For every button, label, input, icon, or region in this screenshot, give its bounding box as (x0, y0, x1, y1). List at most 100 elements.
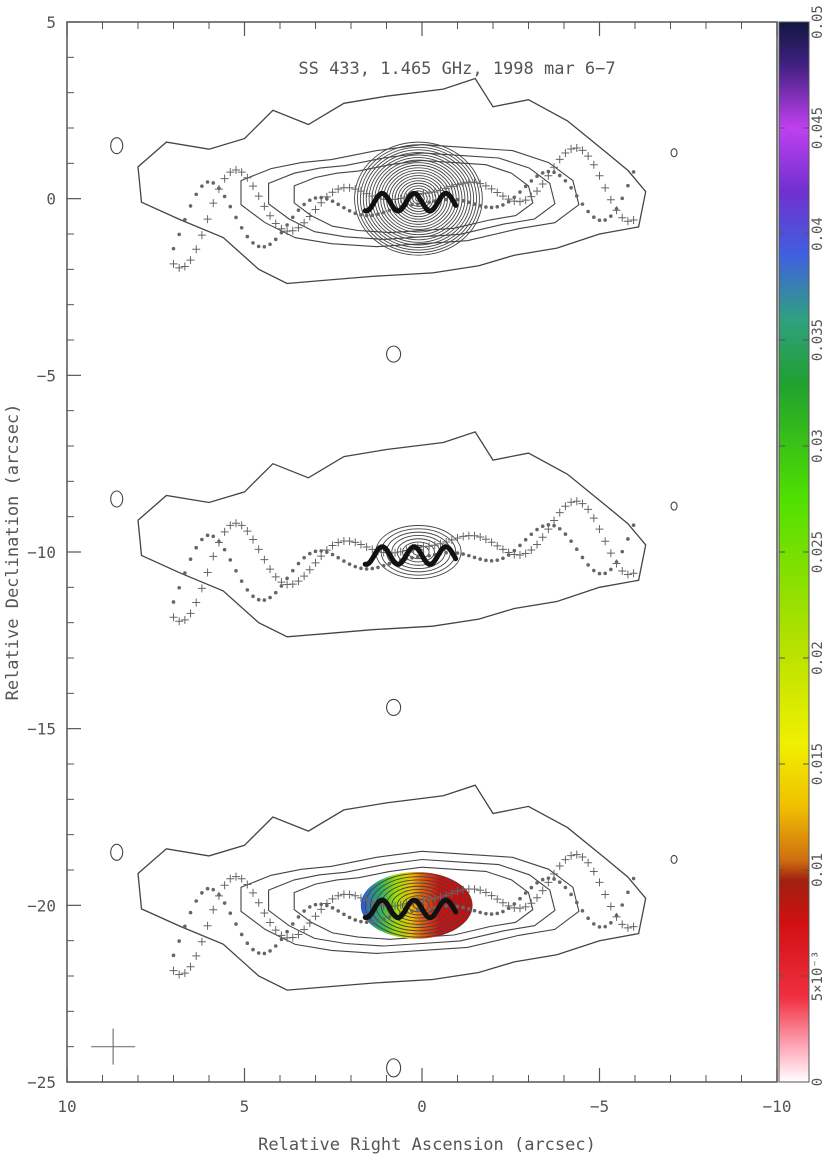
model-cross (311, 912, 320, 921)
model-dot (256, 244, 261, 249)
core-contour (364, 873, 473, 938)
model-dot (251, 241, 255, 245)
model-dot (268, 242, 272, 247)
model-cross (220, 881, 229, 890)
x-axis-title: Relative Right Ascension (arcsec) (258, 1135, 596, 1155)
model-dot (580, 555, 585, 560)
model-dot (415, 555, 420, 560)
model-dot (467, 553, 471, 558)
model-dot (308, 905, 312, 909)
model-cross (391, 195, 400, 204)
model-dot (569, 892, 573, 897)
panel-bottom (110, 784, 678, 991)
model-cross (555, 508, 564, 517)
model-dot (580, 202, 585, 206)
model-dot (234, 922, 238, 926)
model-dot (381, 210, 386, 215)
model-cross (243, 527, 252, 536)
model-cross (351, 538, 360, 547)
panel-middle (110, 431, 678, 638)
model-dot (347, 915, 352, 920)
model-dot (319, 549, 323, 553)
model-cross (254, 545, 263, 554)
model-cross (345, 183, 354, 192)
model-dot (529, 885, 534, 890)
model-dot (268, 949, 272, 953)
model-cross (334, 891, 343, 900)
model-dot (364, 920, 369, 925)
model-cross (629, 215, 638, 224)
model-dot (279, 584, 284, 588)
model-dot (427, 200, 431, 205)
model-dot (211, 887, 216, 892)
model-cross (317, 552, 326, 561)
model-dot (609, 567, 613, 572)
model-cross (476, 179, 485, 188)
colorbar-tick-label: 0.02 (810, 641, 826, 675)
model-cross (623, 923, 632, 932)
model-dot (523, 184, 528, 189)
model-dot (370, 920, 375, 924)
model-dot (342, 559, 346, 563)
isolated-contour (386, 345, 402, 363)
model-cross (288, 226, 297, 235)
isolated-contour (670, 148, 678, 158)
model-cross (623, 217, 632, 226)
model-dot (512, 195, 517, 200)
model-dot (506, 906, 511, 911)
model-dot (506, 199, 511, 204)
model-dot (592, 215, 596, 220)
model-dot (518, 190, 522, 194)
model-cross (226, 521, 235, 530)
model-dot (330, 906, 335, 910)
inner-contour (293, 159, 534, 234)
beam-marker (91, 1028, 136, 1065)
model-dot (387, 561, 392, 566)
model-cross (186, 256, 195, 265)
model-dot (183, 924, 187, 929)
model-cross (601, 537, 610, 546)
model-cross (334, 185, 343, 194)
model-cross (578, 499, 587, 508)
core-contour (365, 151, 472, 246)
model-cross (328, 894, 337, 903)
model-dot (205, 533, 210, 538)
model-dot (245, 941, 250, 946)
model-dot (171, 600, 176, 604)
model-cross (220, 527, 229, 536)
model-cross (447, 889, 456, 898)
model-cross (288, 933, 297, 942)
model-cross (538, 533, 547, 542)
model-cross (260, 909, 269, 918)
model-cross (226, 874, 235, 883)
model-cross (527, 545, 536, 554)
model-cross (362, 896, 371, 905)
model-dot (290, 215, 295, 220)
model-cross (425, 188, 434, 197)
model-cross (618, 920, 627, 929)
model-dot (194, 899, 199, 903)
model-dot (285, 929, 289, 934)
colorbar: 0 5×10⁻³ 0.01 0.015 0.02 0.025 0.03 0.035 0.04 0.… (778, 5, 826, 1086)
model-cross (356, 540, 365, 549)
isolated-contour (386, 1058, 402, 1078)
model-dot (268, 595, 272, 600)
model-cross (572, 143, 581, 152)
model-cross (430, 187, 439, 196)
core-contour (359, 146, 477, 251)
model-dot (222, 901, 227, 905)
model-cross (561, 855, 570, 864)
model-dot (359, 919, 363, 924)
model-cross (300, 572, 309, 581)
model-cross (493, 541, 502, 550)
model-dot (364, 213, 369, 218)
core-contour (380, 528, 457, 576)
model-dot (631, 876, 636, 881)
model-cross (515, 904, 524, 913)
model-cross (601, 890, 610, 899)
model-dot (330, 199, 335, 203)
x-tick-label: −10 (763, 1097, 792, 1116)
model-dot (228, 558, 233, 562)
model-dot (279, 230, 284, 235)
model-dot (296, 208, 301, 213)
